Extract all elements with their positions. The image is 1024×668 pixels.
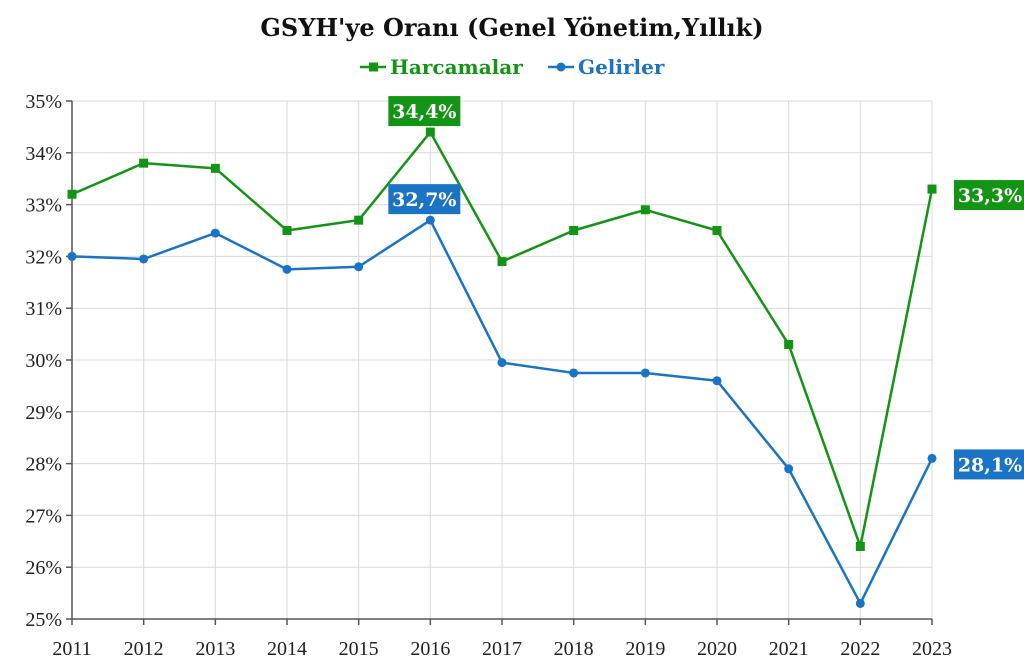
data-point <box>712 226 722 235</box>
data-point <box>282 226 292 235</box>
y-tick-label: 30% <box>25 350 62 372</box>
data-label-text: 28,1% <box>958 454 1022 476</box>
x-tick-label: 2017 <box>482 638 522 660</box>
x-tick-label: 2012 <box>124 638 164 660</box>
data-point <box>712 376 722 386</box>
series-harcamalar <box>67 127 937 551</box>
data-point <box>354 215 364 225</box>
data-label: 33,3% <box>954 180 1024 211</box>
legend: Harcamalar Gelirler <box>360 55 665 79</box>
x-tick-label: 2011 <box>52 638 91 660</box>
series-group <box>67 127 937 608</box>
x-tick-label: 2018 <box>554 638 594 660</box>
x-tick-label: 2015 <box>339 638 379 660</box>
legend-item-harcamalar: Harcamalar <box>360 55 523 79</box>
data-label-text: 33,3% <box>958 185 1022 207</box>
x-axis-ticks: 2011 2012 2013 2014 2015 2016 2017 2018 2019 2020… <box>52 638 952 660</box>
data-point <box>784 464 794 474</box>
data-point <box>927 184 937 194</box>
series-gelirler <box>67 215 937 608</box>
x-tick-label: 2021 <box>769 638 809 660</box>
data-point <box>354 262 364 272</box>
data-label-text: 34,4% <box>392 101 456 123</box>
data-point <box>855 541 865 551</box>
legend-label: Harcamalar <box>390 55 523 79</box>
y-tick-label: 31% <box>25 298 62 320</box>
data-point <box>210 163 220 173</box>
data-point <box>640 205 650 215</box>
data-point <box>210 228 220 238</box>
data-label-box <box>388 96 461 127</box>
data-point <box>640 368 650 378</box>
axes <box>66 100 933 625</box>
data-point <box>139 254 149 264</box>
x-tick-label: 2019 <box>625 638 665 660</box>
data-point <box>497 358 507 368</box>
y-tick-label: 25% <box>25 609 62 631</box>
legend-item-gelirler: Gelirler <box>548 55 665 79</box>
y-axis-ticks: 25% 26% 27% 28% 29% 30% 31% 32% 33% 34% 35% <box>25 91 62 631</box>
data-label-box <box>954 449 1024 480</box>
y-tick-label: 35% <box>25 91 62 113</box>
x-tick-label: 2022 <box>840 638 880 660</box>
x-tick-label: 2013 <box>195 638 235 660</box>
y-tick-label: 29% <box>25 402 62 424</box>
legend-label: Gelirler <box>578 55 665 79</box>
y-tick-label: 28% <box>25 454 62 476</box>
y-tick-label: 34% <box>25 143 62 165</box>
x-tick-label: 2014 <box>267 638 307 660</box>
data-point <box>425 215 435 225</box>
gridlines <box>72 100 933 620</box>
data-point <box>569 368 579 378</box>
data-label: 28,1% <box>954 449 1024 480</box>
chart-title: GSYH'ye Oranı (Genel Yönetim,Yıllık) <box>260 13 763 42</box>
y-tick-label: 32% <box>25 246 62 268</box>
data-point <box>425 127 435 137</box>
data-label-text: 32,7% <box>392 189 456 211</box>
data-labels: 34,4% 33,3% 32,7% 28,1% <box>388 96 1024 480</box>
data-label-box <box>954 180 1024 211</box>
y-tick-label: 27% <box>25 505 62 527</box>
x-tick-label: 2016 <box>410 638 450 660</box>
y-tick-label: 33% <box>25 195 62 217</box>
legend-marker <box>556 62 566 72</box>
data-point <box>855 598 865 608</box>
data-point <box>282 264 292 274</box>
data-point <box>67 189 77 199</box>
x-tick-label: 2023 <box>912 638 952 660</box>
data-label: 34,4% <box>388 96 461 127</box>
x-tick-label: 2020 <box>697 638 737 660</box>
y-tick-label: 26% <box>25 557 62 579</box>
data-point <box>497 257 507 267</box>
data-point <box>784 339 794 349</box>
data-point <box>67 251 77 261</box>
data-point <box>569 226 579 235</box>
legend-marker <box>369 62 378 72</box>
data-point <box>927 453 937 463</box>
data-label-box <box>388 184 461 215</box>
data-label: 32,7% <box>388 184 461 215</box>
data-point <box>139 158 149 168</box>
